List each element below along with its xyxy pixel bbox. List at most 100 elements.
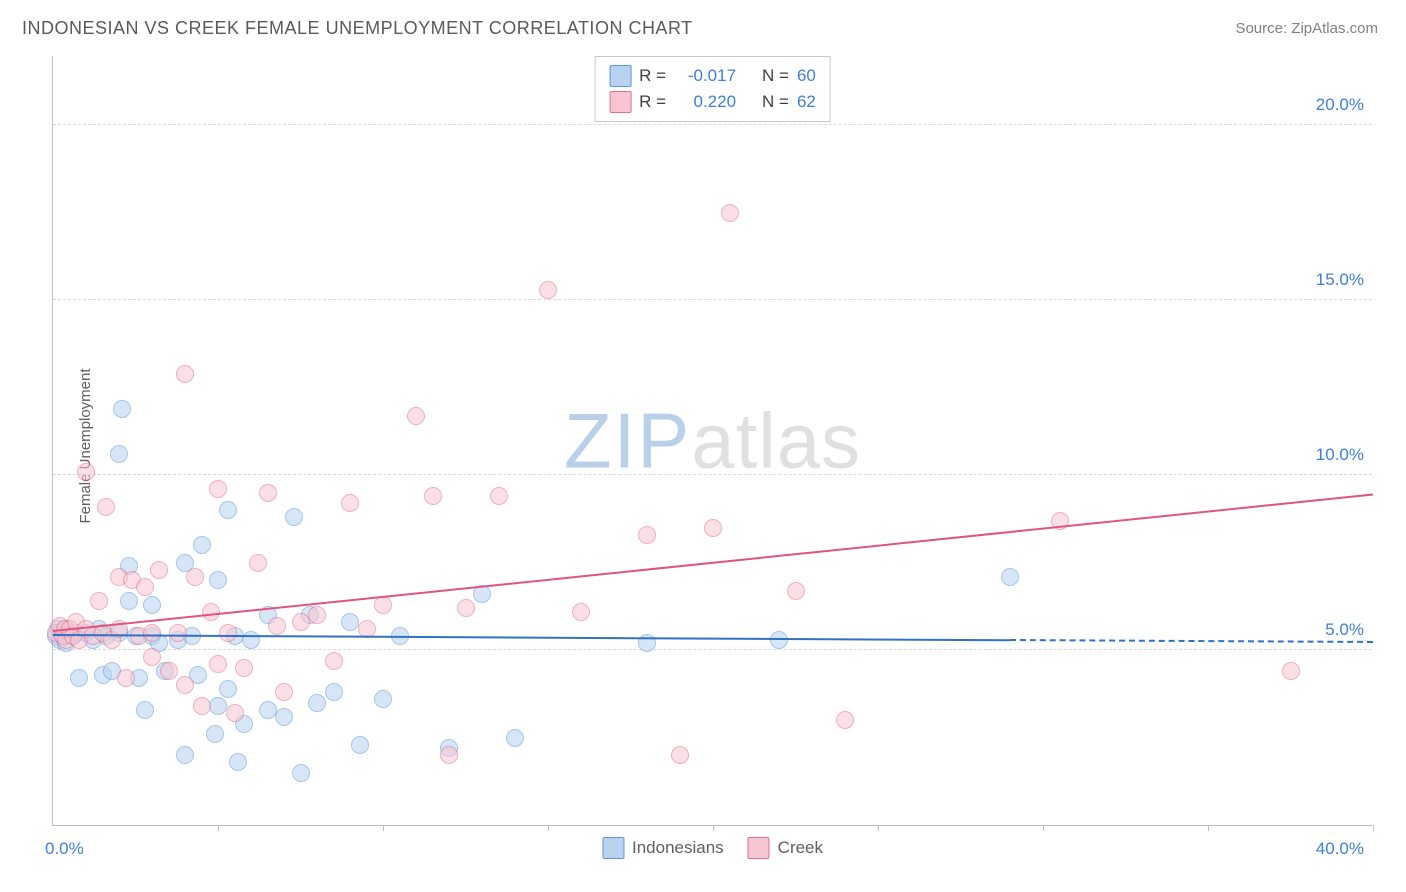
scatter-point xyxy=(242,631,260,649)
scatter-point xyxy=(176,676,194,694)
scatter-point xyxy=(292,613,310,631)
scatter-point xyxy=(268,617,286,635)
scatter-point xyxy=(97,498,115,516)
scatter-point xyxy=(259,701,277,719)
series-legend: Indonesians Creek xyxy=(602,837,823,859)
scatter-point xyxy=(206,725,224,743)
scatter-point xyxy=(1282,662,1300,680)
scatter-point xyxy=(259,484,277,502)
chart-title: INDONESIAN VS CREEK FEMALE UNEMPLOYMENT … xyxy=(22,18,693,39)
x-tick-mark xyxy=(1043,825,1044,831)
scatter-point xyxy=(209,571,227,589)
scatter-point xyxy=(1001,568,1019,586)
legend-r-value: -0.017 xyxy=(674,66,736,86)
scatter-point xyxy=(341,494,359,512)
gridline xyxy=(53,474,1372,475)
scatter-point xyxy=(235,659,253,677)
watermark: ZIPatlas xyxy=(564,395,861,486)
x-tick-mark xyxy=(548,825,549,831)
scatter-point xyxy=(229,753,247,771)
gridline xyxy=(53,299,1372,300)
scatter-point xyxy=(704,519,722,537)
legend-r-value: 0.220 xyxy=(674,92,736,112)
scatter-point xyxy=(136,701,154,719)
scatter-point xyxy=(539,281,557,299)
scatter-point xyxy=(113,400,131,418)
legend-swatch xyxy=(748,837,770,859)
x-tick-mark xyxy=(1373,825,1374,831)
scatter-point xyxy=(249,554,267,572)
scatter-point xyxy=(490,487,508,505)
scatter-point xyxy=(136,578,154,596)
gridline xyxy=(53,649,1372,650)
scatter-point xyxy=(351,736,369,754)
x-tick-mark xyxy=(1208,825,1209,831)
scatter-point xyxy=(275,708,293,726)
legend-swatch xyxy=(609,91,631,113)
scatter-point xyxy=(341,613,359,631)
y-tick-label: 5.0% xyxy=(1325,620,1364,640)
scatter-point xyxy=(70,669,88,687)
legend-swatch xyxy=(602,837,624,859)
legend-swatch xyxy=(609,65,631,87)
scatter-point xyxy=(193,536,211,554)
watermark-zip: ZIP xyxy=(564,396,691,484)
scatter-point xyxy=(143,624,161,642)
legend-r-label: R = xyxy=(639,66,666,86)
scatter-point xyxy=(325,683,343,701)
x-tick-mark xyxy=(218,825,219,831)
x-tick-mark xyxy=(878,825,879,831)
chart-plot-area: ZIPatlas R =-0.017N =60R =0.220N =62 0.0… xyxy=(52,56,1372,826)
scatter-point xyxy=(120,592,138,610)
scatter-point xyxy=(374,690,392,708)
source-label: Source: ZipAtlas.com xyxy=(1235,20,1378,37)
watermark-atlas: atlas xyxy=(691,396,861,484)
scatter-point xyxy=(308,606,326,624)
y-tick-label: 15.0% xyxy=(1316,270,1364,290)
scatter-point xyxy=(440,746,458,764)
scatter-point xyxy=(186,568,204,586)
scatter-point xyxy=(275,683,293,701)
scatter-point xyxy=(176,746,194,764)
scatter-point xyxy=(671,746,689,764)
scatter-point xyxy=(226,704,244,722)
legend-n-value: 60 xyxy=(797,66,816,86)
scatter-point xyxy=(169,624,187,642)
series-name: Indonesians xyxy=(632,838,724,858)
scatter-point xyxy=(424,487,442,505)
scatter-point xyxy=(90,592,108,610)
series-legend-item: Creek xyxy=(748,837,823,859)
scatter-point xyxy=(117,669,135,687)
scatter-point xyxy=(308,694,326,712)
scatter-point xyxy=(143,596,161,614)
scatter-point xyxy=(787,582,805,600)
scatter-point xyxy=(209,697,227,715)
x-tick-mark xyxy=(383,825,384,831)
legend-n-value: 62 xyxy=(797,92,816,112)
scatter-point xyxy=(506,729,524,747)
x-axis-max-label: 40.0% xyxy=(1316,839,1364,859)
series-name: Creek xyxy=(778,838,823,858)
legend-row: R =0.220N =62 xyxy=(609,89,816,115)
scatter-point xyxy=(292,764,310,782)
legend-row: R = -0.017 N = 60 xyxy=(609,63,816,89)
scatter-point xyxy=(176,365,194,383)
scatter-point xyxy=(219,624,237,642)
scatter-point xyxy=(457,599,475,617)
scatter-point xyxy=(638,526,656,544)
scatter-point xyxy=(193,697,211,715)
legend-n-label: N = xyxy=(762,66,789,86)
scatter-point xyxy=(721,204,739,222)
series-legend-item: Indonesians xyxy=(602,837,724,859)
y-tick-label: 20.0% xyxy=(1316,95,1364,115)
scatter-point xyxy=(219,680,237,698)
scatter-point xyxy=(285,508,303,526)
scatter-point xyxy=(209,480,227,498)
scatter-point xyxy=(325,652,343,670)
scatter-point xyxy=(143,648,161,666)
scatter-point xyxy=(836,711,854,729)
scatter-point xyxy=(77,463,95,481)
legend-n-label: N = xyxy=(762,92,789,112)
x-tick-mark xyxy=(713,825,714,831)
scatter-point xyxy=(150,561,168,579)
